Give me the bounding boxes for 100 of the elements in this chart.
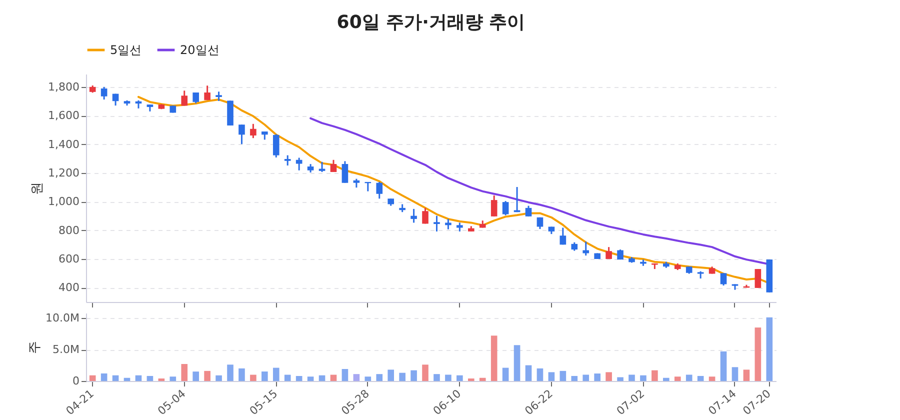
bar — [124, 378, 130, 381]
y-tick-label: 1,600 — [48, 109, 80, 122]
bar — [330, 374, 337, 381]
bar — [272, 368, 280, 381]
bar — [284, 374, 291, 381]
bar — [158, 378, 165, 381]
candlestick — [272, 133, 280, 158]
candlestick — [376, 181, 383, 200]
candlestick — [342, 160, 348, 184]
candlestick — [514, 186, 520, 213]
bar — [89, 375, 96, 381]
candlestick — [216, 90, 222, 102]
bar — [640, 375, 646, 381]
candlestick — [606, 246, 612, 260]
bar — [376, 374, 383, 381]
bar — [582, 374, 590, 381]
candlestick — [582, 240, 590, 256]
candlestick — [181, 90, 188, 106]
bar — [262, 372, 268, 381]
bar — [342, 369, 348, 381]
y-tick-label: 5.0M — [52, 343, 80, 356]
y-tick-label: 1,800 — [48, 80, 80, 94]
bar — [548, 372, 555, 381]
bar — [502, 368, 509, 381]
bar — [364, 376, 372, 381]
bar — [318, 375, 326, 381]
candlestick — [422, 207, 428, 224]
bar — [697, 376, 704, 381]
bar — [743, 370, 750, 381]
candlestick — [445, 218, 452, 230]
bar — [192, 372, 199, 381]
candlestick — [238, 124, 245, 145]
bar — [170, 376, 176, 381]
bar — [112, 375, 119, 381]
bar — [674, 376, 681, 381]
bar — [560, 370, 566, 381]
bar — [479, 378, 486, 381]
candlestick — [296, 156, 302, 172]
legend-label: 5일선 — [110, 43, 142, 57]
bar — [307, 376, 314, 381]
bar — [732, 367, 738, 381]
candlestick — [434, 215, 440, 232]
legend-label: 20일선 — [180, 43, 220, 57]
bar — [652, 370, 658, 381]
bar — [514, 345, 520, 381]
bar — [490, 336, 498, 381]
candlestick — [525, 205, 532, 218]
candlestick — [284, 154, 291, 166]
bar — [135, 375, 142, 381]
bar — [754, 327, 762, 381]
candlestick — [204, 84, 210, 101]
bar — [663, 378, 670, 381]
y-tick-label: 800 — [58, 224, 80, 237]
bar — [146, 376, 154, 381]
bar — [250, 374, 256, 381]
candlestick — [754, 268, 762, 289]
y-tick-label: 400 — [58, 281, 80, 294]
bar — [227, 364, 234, 381]
bar — [181, 364, 188, 381]
chart-title: 60일 주가·거래량 추이 — [336, 12, 526, 33]
candlestick — [330, 159, 337, 173]
bar — [422, 364, 428, 381]
candlestick — [560, 226, 566, 246]
y-tick-label: 600 — [58, 252, 80, 266]
bar — [720, 351, 727, 381]
bar — [708, 376, 716, 381]
bar — [571, 376, 578, 381]
bar — [606, 372, 612, 381]
candlestick — [720, 272, 727, 286]
bar — [204, 370, 210, 381]
y-tick-label: 1,200 — [48, 166, 80, 180]
candlestick — [502, 200, 509, 216]
candlestick — [490, 194, 498, 218]
bar — [628, 374, 635, 381]
bar — [445, 374, 452, 381]
bar — [353, 374, 360, 381]
bar — [686, 374, 692, 381]
bar — [410, 370, 417, 381]
y-tick-label: 1,000 — [48, 195, 80, 208]
bar — [525, 365, 532, 381]
bar — [594, 373, 600, 381]
bar — [766, 317, 773, 381]
bar — [296, 376, 302, 381]
y-axis-title: 주 — [28, 341, 43, 354]
bar — [216, 375, 222, 381]
bar — [399, 372, 406, 381]
candlestick — [410, 208, 417, 224]
candlestick — [192, 92, 199, 104]
bar — [434, 374, 440, 381]
y-tick-label: 0 — [72, 374, 80, 388]
bar — [536, 368, 544, 381]
y-axis-title: 원 — [30, 182, 46, 195]
y-tick-label: 1,400 — [48, 138, 80, 151]
bar — [100, 373, 108, 381]
bar — [238, 368, 245, 381]
bar — [468, 378, 474, 381]
bar — [617, 377, 624, 381]
candlestick — [100, 86, 108, 100]
y-tick-label: 10.0M — [46, 312, 80, 325]
bar — [456, 375, 463, 381]
